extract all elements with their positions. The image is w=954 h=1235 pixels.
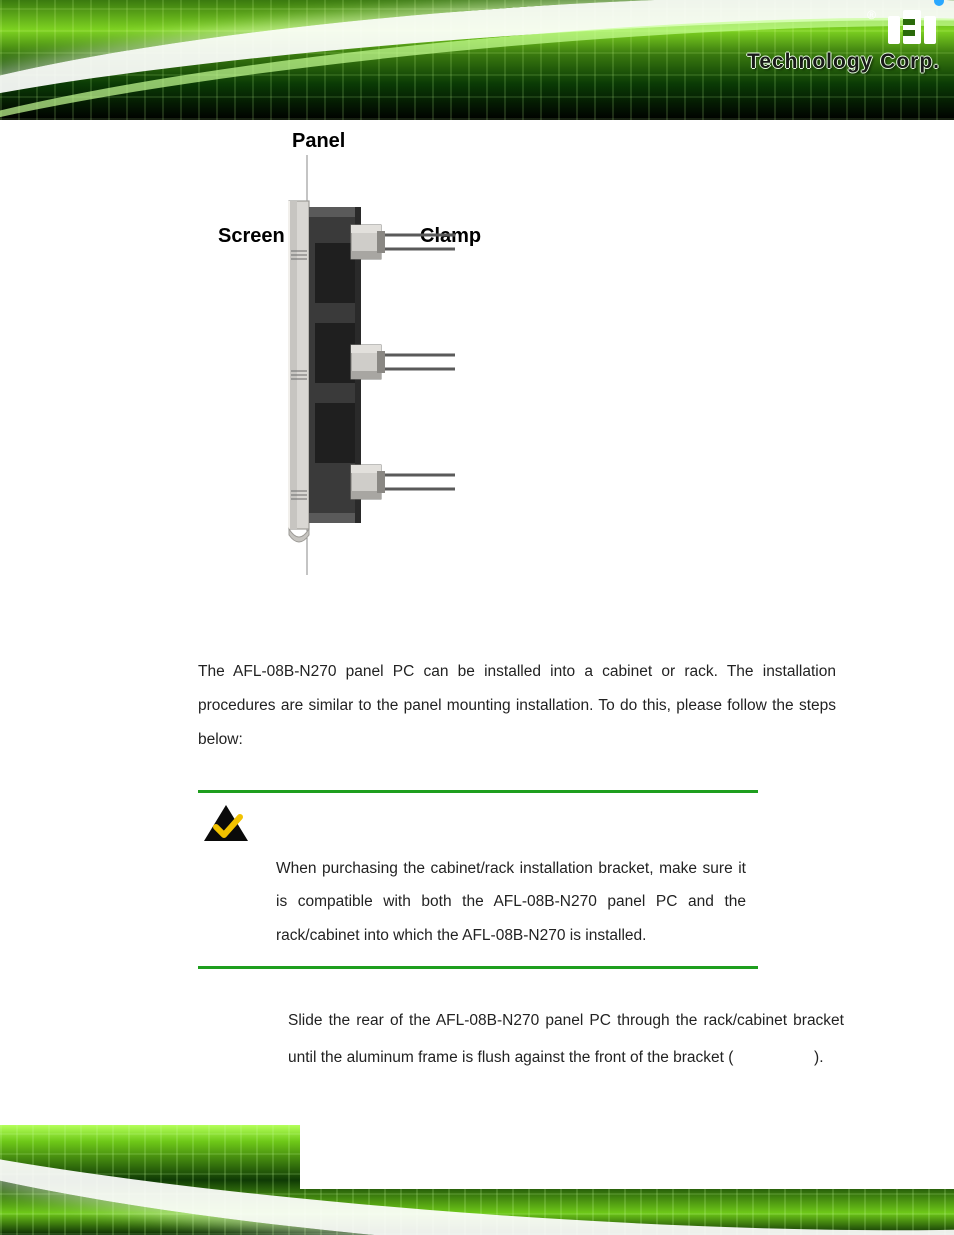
note-text: When purchasing the cabinet/rack install… [276,852,746,952]
figure-label-panel: Panel [292,130,345,153]
note-icon [198,793,758,856]
clamp-1 [351,225,455,259]
brand-logo: ® [867,6,942,48]
caution-check-icon [202,803,250,843]
step-text-after: ). [814,1049,823,1066]
step-text: Slide the rear of the AFL-08B-N270 panel… [288,1002,844,1076]
intro-paragraph: The AFL-08B-N270 panel PC can be install… [198,655,836,757]
clamp-3 [351,465,455,499]
registered-mark: ® [867,8,876,22]
note-rule-bottom [198,966,758,969]
panel-clamp-diagram [255,155,555,575]
panel-mount-figure: Panel Screen Clamp [200,130,620,570]
brand-text: Technology Corp. [747,50,940,74]
header-band: ® Technology Corp. [0,0,954,120]
footer-band [0,1125,954,1235]
step-text-before: Slide the rear of the AFL-08B-N270 panel… [288,1012,844,1066]
clamp-2 [351,345,455,379]
note-box: When purchasing the cabinet/rack install… [198,790,758,969]
logo-mark [882,6,942,48]
